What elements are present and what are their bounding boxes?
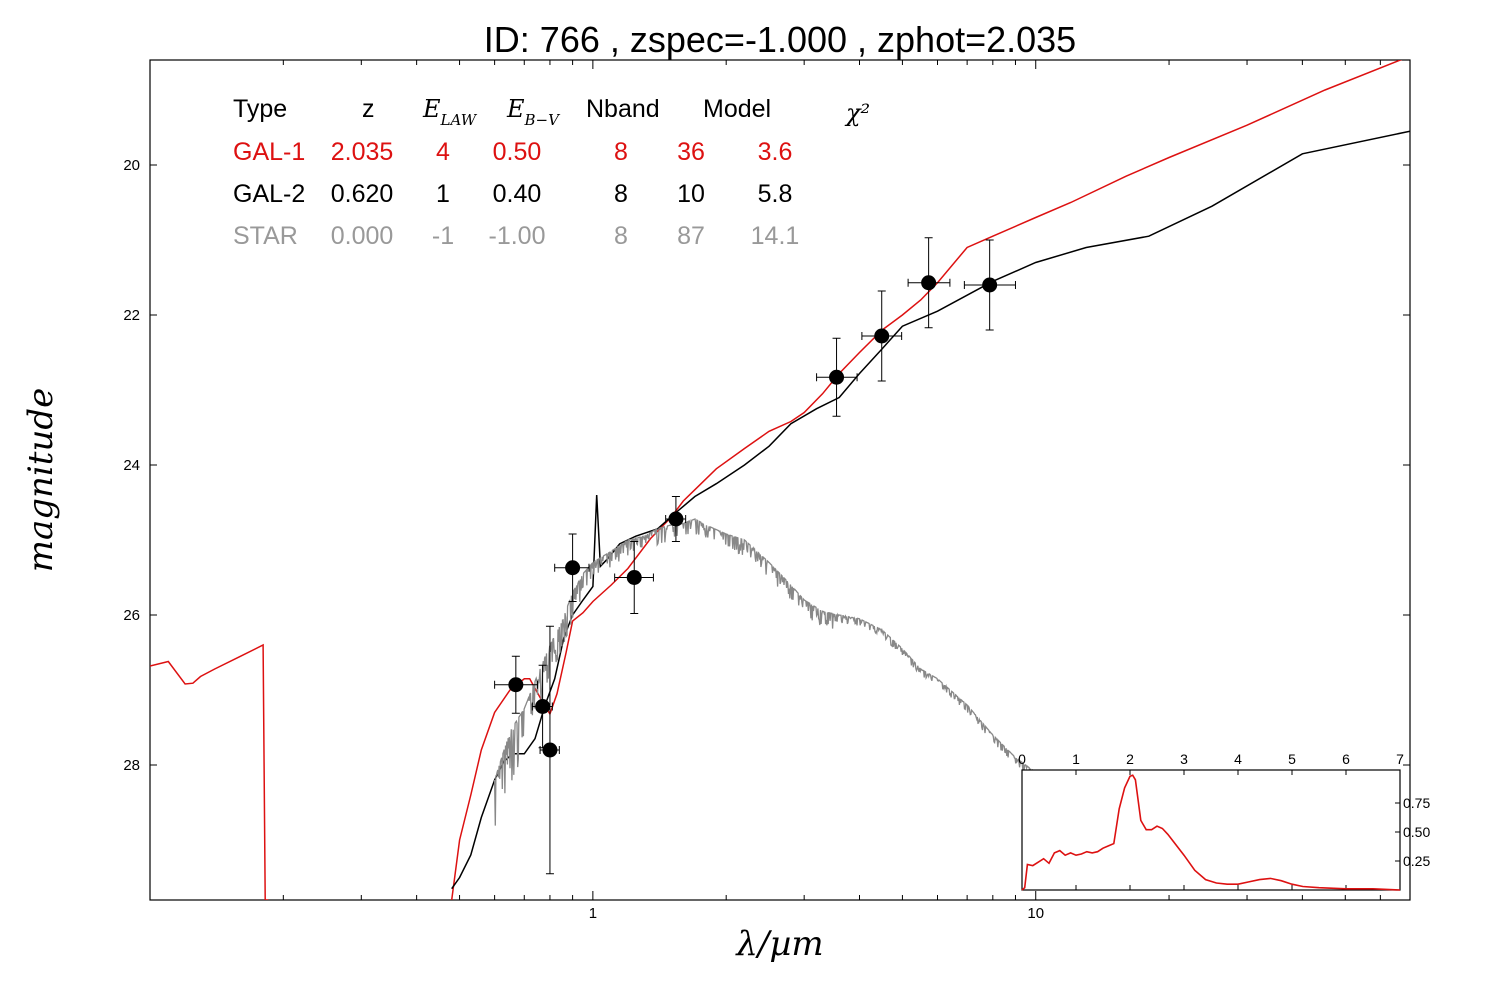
data-marker bbox=[921, 275, 937, 291]
inset-y-tick-label: 0.75 bbox=[1403, 795, 1430, 811]
fit-table: Type z ELAW EB−V Nband Model χ² GAL-1 2.0… bbox=[233, 95, 870, 250]
table-cell-elaw: 4 bbox=[436, 138, 450, 166]
chart-title: ID: 766 , zspec=-1.000 , zphot=2.035 bbox=[484, 19, 1076, 60]
photometry-point bbox=[554, 533, 590, 602]
table-cell-chi2: 14.1 bbox=[751, 222, 800, 250]
data-marker bbox=[982, 277, 998, 293]
photometry-point bbox=[665, 496, 687, 542]
table-cell-ebv: -1.00 bbox=[489, 222, 546, 250]
table-cell-model: 36 bbox=[677, 138, 705, 166]
inset-frame bbox=[1021, 769, 1401, 891]
table-cell-z: 2.035 bbox=[331, 138, 394, 166]
data-marker bbox=[535, 699, 551, 714]
data-marker bbox=[874, 328, 890, 344]
table-cell-model: 87 bbox=[677, 222, 705, 250]
table-header-type: Type bbox=[233, 95, 287, 123]
data-marker bbox=[626, 570, 642, 585]
y-tick-label: 28 bbox=[123, 757, 140, 774]
data-marker bbox=[565, 560, 581, 576]
x-axis-label: λ/µm bbox=[734, 924, 823, 964]
inset-x-tick-label: 0 bbox=[1018, 751, 1026, 767]
x-tick-label: 1 bbox=[589, 905, 597, 922]
photometry-points bbox=[494, 237, 1016, 875]
x-tick-label: 10 bbox=[1027, 905, 1044, 922]
table-header-model: Model bbox=[703, 95, 771, 123]
table-cell-nband: 8 bbox=[614, 138, 628, 166]
y-tick-label: 20 bbox=[123, 157, 140, 174]
data-marker bbox=[542, 742, 558, 758]
table-cell-ebv: 0.50 bbox=[493, 138, 542, 166]
inset-ticks: 0 1 2 3 4 5 6 7 0.25 0.50 0.75 bbox=[1018, 751, 1430, 890]
data-marker bbox=[668, 511, 684, 527]
table-header-chi2: χ² bbox=[844, 99, 870, 127]
inset-x-tick-label: 1 bbox=[1072, 751, 1080, 767]
table-cell-elaw: 1 bbox=[436, 180, 450, 208]
series-star bbox=[493, 518, 1072, 826]
table-cell-nband: 8 bbox=[614, 222, 628, 250]
y-axis-label: magnitude bbox=[21, 388, 61, 573]
photometry-point bbox=[816, 337, 858, 417]
series-gal-1 bbox=[150, 643, 269, 900]
photometry-point bbox=[494, 655, 539, 714]
main-series bbox=[150, 60, 1410, 900]
photometry-point bbox=[907, 237, 951, 329]
photometry-point bbox=[614, 541, 654, 614]
table-header-ebv: EB−V bbox=[506, 95, 561, 129]
table-cell-type: GAL-1 bbox=[233, 138, 305, 166]
inset-y-tick-label: 0.25 bbox=[1403, 853, 1430, 869]
photometry-point bbox=[539, 625, 560, 875]
inset-series bbox=[1021, 774, 1401, 891]
inset-x-tick-label: 2 bbox=[1126, 751, 1134, 767]
table-cell-z: 0.620 bbox=[331, 180, 394, 208]
table-cell-nband: 8 bbox=[614, 180, 628, 208]
table-rows: GAL-1 2.035 4 0.50 8 36 3.6 GAL-2 0.620 1 0.40 8 10 5… bbox=[233, 138, 799, 250]
data-marker bbox=[829, 369, 845, 385]
table-cell-type: GAL-2 bbox=[233, 180, 305, 208]
photometry-point bbox=[531, 664, 553, 749]
table-header-elaw: ELAW bbox=[422, 95, 478, 129]
table-cell-model: 10 bbox=[677, 180, 705, 208]
data-marker bbox=[508, 677, 524, 693]
inset-x-tick-label: 4 bbox=[1234, 751, 1242, 767]
table-cell-ebv: 0.40 bbox=[493, 180, 542, 208]
inset-x-tick-label: 5 bbox=[1288, 751, 1296, 767]
series-gal-1 bbox=[450, 60, 1403, 900]
y-tick-label: 22 bbox=[123, 307, 140, 324]
y-tick-label: 24 bbox=[123, 457, 140, 474]
inset-x-tick-label: 6 bbox=[1342, 751, 1350, 767]
pdz-inset: 0 1 2 3 4 5 6 7 0.25 0.50 0.75 bbox=[1018, 751, 1430, 891]
table-cell-elaw: -1 bbox=[432, 222, 454, 250]
pdz-curve bbox=[1021, 774, 1401, 891]
table-header-nband: Nband bbox=[586, 95, 660, 123]
inset-x-tick-label: 3 bbox=[1180, 751, 1188, 767]
table-cell-z: 0.000 bbox=[331, 222, 394, 250]
table-cell-type: STAR bbox=[233, 222, 298, 250]
table-cell-chi2: 5.8 bbox=[758, 180, 793, 208]
photometry-point bbox=[861, 290, 903, 382]
table-header-z: z bbox=[362, 95, 375, 123]
table-cell-chi2: 3.6 bbox=[758, 138, 793, 166]
inset-x-tick-label: 7 bbox=[1396, 751, 1404, 767]
photometry-point bbox=[963, 239, 1016, 331]
inset-y-tick-label: 0.50 bbox=[1403, 824, 1430, 840]
plot-frame bbox=[149, 59, 1411, 901]
y-tick-label: 26 bbox=[123, 607, 140, 624]
